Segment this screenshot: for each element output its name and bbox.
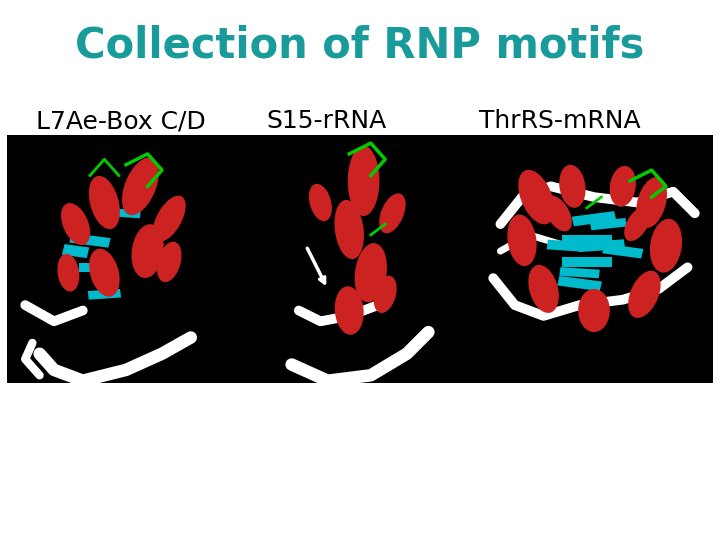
Ellipse shape xyxy=(508,214,536,266)
Ellipse shape xyxy=(544,195,572,231)
Ellipse shape xyxy=(379,193,405,233)
Ellipse shape xyxy=(636,177,667,228)
Ellipse shape xyxy=(89,249,120,296)
Polygon shape xyxy=(88,289,121,300)
Ellipse shape xyxy=(348,146,379,216)
Ellipse shape xyxy=(650,219,682,273)
Ellipse shape xyxy=(624,207,650,241)
Polygon shape xyxy=(62,244,89,258)
Ellipse shape xyxy=(528,265,559,313)
Polygon shape xyxy=(557,276,602,291)
Ellipse shape xyxy=(559,165,585,208)
Polygon shape xyxy=(602,244,644,259)
Bar xyxy=(7,135,713,383)
Ellipse shape xyxy=(309,184,332,221)
Polygon shape xyxy=(69,233,111,248)
Ellipse shape xyxy=(335,200,364,259)
Ellipse shape xyxy=(374,275,397,313)
Ellipse shape xyxy=(610,166,636,207)
Polygon shape xyxy=(572,211,616,226)
Text: L7Ae-Box C/D: L7Ae-Box C/D xyxy=(36,110,206,133)
Ellipse shape xyxy=(58,254,79,292)
Polygon shape xyxy=(79,263,115,272)
Polygon shape xyxy=(577,239,625,252)
Text: ThrRS-mRNA: ThrRS-mRNA xyxy=(479,110,640,133)
Ellipse shape xyxy=(578,289,610,332)
Ellipse shape xyxy=(157,241,181,282)
Polygon shape xyxy=(546,240,584,252)
Ellipse shape xyxy=(518,170,554,225)
Ellipse shape xyxy=(628,271,661,318)
Polygon shape xyxy=(111,208,141,218)
Polygon shape xyxy=(559,267,600,278)
Ellipse shape xyxy=(132,224,163,278)
Polygon shape xyxy=(562,235,612,246)
Ellipse shape xyxy=(89,176,120,229)
Text: Collection of RNP motifs: Collection of RNP motifs xyxy=(76,25,644,67)
Polygon shape xyxy=(562,256,612,267)
Polygon shape xyxy=(590,218,627,230)
Text: S15-rRNA: S15-rRNA xyxy=(266,110,387,133)
Ellipse shape xyxy=(122,158,159,215)
Ellipse shape xyxy=(335,286,364,335)
Ellipse shape xyxy=(61,203,90,245)
Ellipse shape xyxy=(153,195,186,242)
Ellipse shape xyxy=(355,243,387,302)
